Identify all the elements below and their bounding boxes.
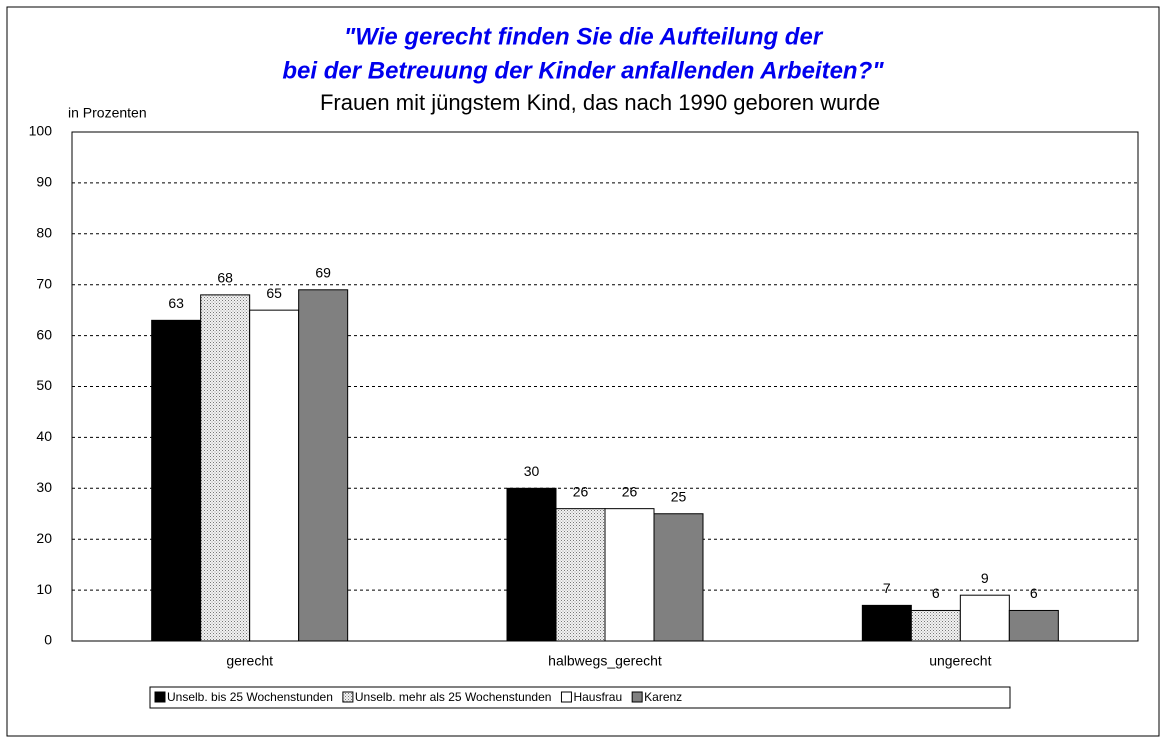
y-tick-label: 100 [29, 123, 53, 139]
chart-subtitle: Frauen mit jüngstem Kind, das nach 1990 … [320, 90, 880, 115]
value-label: 7 [883, 580, 891, 596]
bar [298, 289, 349, 642]
legend-swatch [560, 691, 572, 703]
y-tick-label: 90 [36, 174, 52, 190]
x-tick-label: ungerecht [929, 653, 991, 669]
bar [506, 487, 557, 642]
value-label: 6 [932, 585, 940, 601]
y-tick-label: 70 [36, 275, 52, 291]
y-tick-label: 30 [36, 479, 52, 495]
legend-label: Unselb. mehr als 25 Wochenstunden [355, 690, 552, 704]
legend-label: Unselb. bis 25 Wochenstunden [167, 690, 333, 704]
value-label: 65 [266, 285, 282, 301]
value-label: 63 [168, 295, 184, 311]
x-tick-label: halbwegs_gerecht [548, 653, 662, 669]
bar [555, 508, 606, 642]
value-label: 25 [671, 488, 687, 504]
legend-swatch [631, 691, 643, 703]
legend-label: Karenz [644, 690, 682, 704]
y-tick-label: 50 [36, 377, 52, 393]
bar [604, 508, 655, 642]
y-tick-label: 0 [44, 632, 52, 648]
value-label: 69 [315, 264, 331, 280]
value-label: 30 [524, 463, 540, 479]
bar [249, 309, 300, 642]
chart-title: bei der Betreuung der Kinder anfallenden… [282, 57, 884, 84]
bar [959, 594, 1010, 642]
y-tick-label: 40 [36, 428, 52, 444]
value-label: 68 [217, 270, 233, 286]
bar [653, 513, 704, 642]
x-tick-label: gerecht [226, 653, 273, 669]
value-label: 26 [622, 483, 638, 499]
y-tick-label: 20 [36, 530, 52, 546]
legend-label: Hausfrau [573, 690, 622, 704]
legend [149, 686, 1011, 709]
value-label: 9 [981, 570, 989, 586]
bar [200, 294, 251, 642]
bar [1008, 609, 1059, 642]
chart-title: "Wie gerecht finden Sie die Aufteilung d… [344, 23, 824, 50]
bar [861, 604, 912, 642]
legend-swatch [342, 691, 354, 703]
bar [151, 319, 202, 642]
y-axis-label: in Prozenten [68, 105, 147, 121]
y-tick-label: 60 [36, 326, 52, 342]
bar [910, 609, 961, 642]
y-tick-label: 10 [36, 581, 52, 597]
y-tick-label: 80 [36, 225, 52, 241]
value-label: 26 [573, 483, 589, 499]
value-label: 6 [1030, 585, 1038, 601]
legend-swatch [154, 691, 166, 703]
